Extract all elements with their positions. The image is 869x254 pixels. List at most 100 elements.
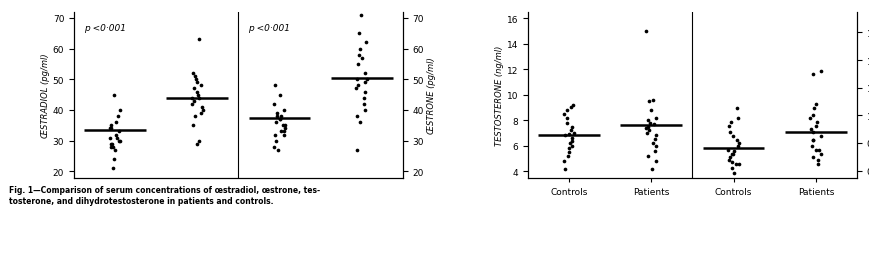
Text: Fig. 1—Comparison of serum concentrations of œstradiol, œstrone, tes-
tosterone,: Fig. 1—Comparison of serum concentration…	[9, 185, 320, 205]
Point	[639, 126, 653, 130]
Point	[806, 114, 819, 118]
Point	[191, 38, 205, 42]
Point	[109, 133, 123, 137]
Point	[274, 130, 288, 134]
Point	[726, 150, 740, 154]
Point	[277, 127, 291, 131]
Point	[561, 133, 575, 137]
Point	[563, 129, 577, 133]
Point	[730, 117, 744, 121]
Point	[563, 106, 577, 110]
Point	[638, 30, 652, 34]
Point	[647, 122, 660, 126]
Point	[353, 47, 367, 51]
Point	[186, 72, 200, 76]
Point	[641, 100, 655, 104]
Point	[640, 131, 653, 135]
Point	[725, 152, 739, 156]
Point	[811, 148, 825, 152]
Point	[278, 124, 292, 128]
Y-axis label: ŒSTRADIOL (pg/ml): ŒSTRADIOL (pg/ml)	[41, 53, 50, 137]
Point	[186, 99, 200, 103]
Point	[104, 142, 118, 146]
Point	[724, 121, 738, 125]
Point	[724, 152, 738, 156]
Point	[194, 84, 208, 88]
Point	[107, 157, 121, 162]
Point	[109, 148, 123, 152]
Point	[813, 135, 826, 139]
Point	[103, 136, 116, 140]
Point	[190, 90, 204, 94]
Point	[808, 103, 822, 107]
Point	[723, 130, 737, 134]
Point	[187, 87, 201, 91]
Point	[185, 96, 199, 100]
Point	[729, 139, 743, 143]
Point	[109, 121, 123, 125]
Point	[267, 102, 281, 106]
Point	[566, 103, 580, 107]
Point	[357, 81, 371, 85]
Point	[185, 124, 199, 128]
Point	[725, 135, 739, 139]
Point	[348, 87, 362, 91]
Point	[731, 162, 745, 166]
Point	[188, 75, 202, 79]
Point	[103, 127, 116, 131]
Point	[645, 98, 659, 102]
Point	[642, 121, 656, 125]
Point	[113, 108, 127, 113]
Point	[268, 133, 282, 137]
Point	[277, 133, 291, 137]
Point	[351, 84, 365, 88]
Point	[805, 155, 819, 159]
Text: p <0·001: p <0·001	[83, 24, 126, 33]
Point	[185, 102, 199, 106]
Point	[192, 139, 206, 143]
Point	[805, 73, 819, 77]
Point	[268, 84, 282, 88]
Point	[808, 125, 822, 129]
Point	[357, 102, 371, 106]
Point	[191, 96, 205, 100]
Point	[803, 128, 817, 132]
Point	[562, 141, 576, 146]
Point	[806, 107, 819, 111]
Point	[560, 108, 574, 113]
Point	[560, 116, 574, 120]
Point	[805, 139, 819, 143]
Point	[188, 115, 202, 119]
Point	[805, 139, 819, 143]
Point	[804, 144, 818, 148]
Point	[189, 81, 203, 85]
Point	[813, 152, 827, 156]
Point	[808, 148, 822, 152]
Point	[360, 78, 374, 82]
Point	[647, 138, 661, 142]
Y-axis label: ŒSTRONE (pg/ml): ŒSTRONE (pg/ml)	[427, 57, 435, 133]
Point	[648, 159, 662, 163]
Point	[273, 118, 287, 122]
Point	[803, 117, 817, 121]
Point	[357, 108, 371, 113]
Point	[564, 136, 578, 140]
Point	[270, 115, 284, 119]
Point	[556, 159, 570, 163]
Point	[189, 142, 203, 146]
Point	[556, 112, 570, 116]
Point	[352, 54, 366, 58]
Point	[557, 134, 571, 138]
Point	[350, 148, 364, 152]
Point	[196, 105, 209, 109]
Point	[269, 139, 282, 143]
Point	[729, 107, 743, 111]
Point	[353, 14, 367, 18]
Point	[640, 154, 654, 158]
Point	[106, 167, 120, 171]
Point	[561, 147, 575, 151]
Point	[560, 121, 574, 125]
Point	[720, 148, 734, 152]
Point	[561, 154, 574, 158]
Point	[564, 125, 578, 129]
